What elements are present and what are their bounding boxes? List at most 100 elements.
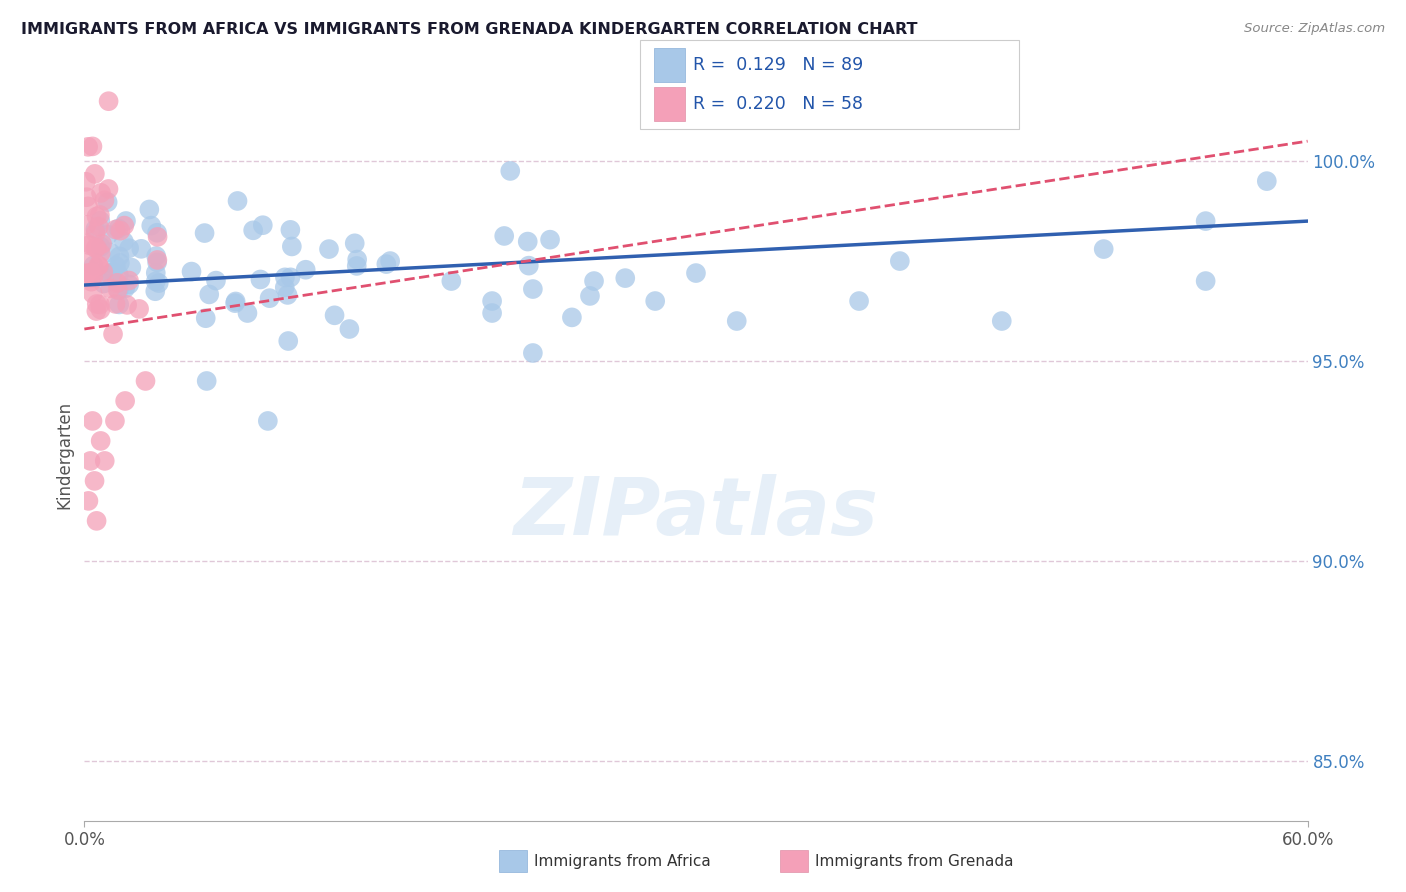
Point	[135, 374, 157, 388]
Point	[346, 252, 368, 267]
Point	[82, 286, 104, 301]
Point	[120, 260, 142, 275]
Point	[90, 240, 112, 254]
Point	[89, 297, 111, 311]
Point	[86, 297, 108, 311]
Point	[108, 249, 131, 263]
Point	[112, 235, 135, 249]
Point	[516, 235, 538, 249]
Point	[242, 223, 264, 237]
Point	[101, 266, 124, 280]
Point	[145, 249, 167, 263]
Point	[194, 311, 217, 326]
Point	[107, 221, 129, 235]
Point	[104, 297, 127, 311]
Point	[101, 327, 124, 342]
Point	[143, 284, 166, 298]
Point	[281, 239, 304, 253]
Point	[79, 266, 101, 280]
Point	[848, 293, 870, 308]
Point	[145, 274, 167, 288]
Point	[195, 374, 218, 388]
Point	[90, 186, 112, 200]
Point	[79, 454, 101, 468]
Point	[280, 223, 302, 237]
Point	[105, 276, 128, 290]
Point	[89, 213, 111, 227]
Point	[97, 195, 120, 210]
Point	[84, 222, 107, 236]
Point	[889, 254, 911, 268]
Point	[97, 227, 120, 242]
Point	[129, 242, 152, 256]
Point	[80, 266, 103, 280]
Point	[82, 414, 104, 428]
Point	[481, 293, 503, 308]
Point	[205, 274, 228, 288]
Point	[87, 219, 110, 234]
Text: Immigrants from Africa: Immigrants from Africa	[534, 855, 711, 869]
Point	[77, 494, 100, 508]
Point	[277, 334, 299, 348]
Point	[440, 274, 463, 288]
Point	[114, 281, 136, 295]
Point	[517, 259, 540, 273]
Point	[522, 282, 544, 296]
Point	[84, 241, 107, 255]
Point	[685, 266, 707, 280]
Point	[141, 219, 163, 233]
Point	[494, 229, 516, 244]
Point	[583, 274, 606, 288]
Text: R =  0.129   N = 89: R = 0.129 N = 89	[693, 56, 863, 74]
Point	[76, 190, 98, 204]
Point	[146, 230, 169, 244]
Text: R =  0.220   N = 58: R = 0.220 N = 58	[693, 95, 863, 113]
Point	[561, 310, 583, 325]
Text: Immigrants from Grenada: Immigrants from Grenada	[815, 855, 1014, 869]
Point	[1256, 174, 1278, 188]
Point	[148, 276, 170, 290]
Point	[1195, 214, 1218, 228]
Point	[579, 289, 602, 303]
Point	[193, 226, 215, 240]
Point	[93, 454, 115, 468]
Point	[107, 268, 129, 282]
Point	[104, 414, 127, 428]
Point	[339, 322, 361, 336]
Point	[98, 245, 121, 260]
Point	[1195, 274, 1218, 288]
Point	[90, 302, 112, 317]
Point	[98, 281, 121, 295]
Point	[91, 265, 114, 279]
Point	[138, 202, 160, 217]
Point	[481, 306, 503, 320]
Point	[77, 255, 100, 269]
Point	[108, 256, 131, 270]
Point	[87, 259, 110, 273]
Point	[104, 222, 127, 236]
Y-axis label: Kindergarten: Kindergarten	[55, 401, 73, 509]
Point	[115, 214, 138, 228]
Point	[77, 238, 100, 252]
Point	[76, 218, 98, 232]
Point	[614, 271, 637, 285]
Point	[259, 291, 281, 305]
Point	[103, 265, 125, 279]
Point	[146, 252, 169, 267]
Point	[84, 226, 107, 240]
Point	[274, 280, 297, 294]
Point	[91, 236, 114, 251]
Point	[257, 414, 280, 428]
Point	[90, 246, 112, 260]
Point	[118, 273, 141, 287]
Point	[83, 167, 105, 181]
Point	[343, 236, 366, 251]
Point	[323, 308, 346, 322]
Point	[75, 175, 97, 189]
Point	[89, 208, 111, 222]
Point	[86, 210, 108, 224]
Point	[114, 394, 136, 409]
Point	[538, 233, 561, 247]
Point	[375, 257, 398, 271]
Point	[112, 219, 135, 233]
